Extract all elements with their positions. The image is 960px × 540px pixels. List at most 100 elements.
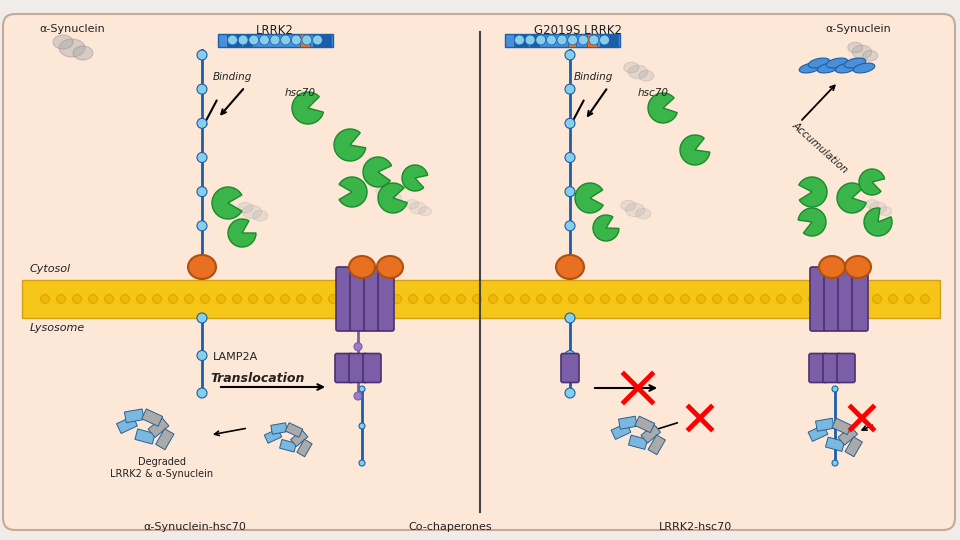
Circle shape [238,35,248,45]
Ellipse shape [844,58,866,68]
Polygon shape [648,435,665,455]
FancyBboxPatch shape [838,267,854,331]
Circle shape [565,255,575,265]
Ellipse shape [389,194,401,203]
Circle shape [565,84,575,94]
FancyBboxPatch shape [378,267,394,331]
Polygon shape [808,425,828,441]
Circle shape [359,460,365,466]
Circle shape [105,294,113,303]
Circle shape [565,221,575,231]
Polygon shape [641,424,660,443]
Ellipse shape [59,39,85,57]
Polygon shape [135,429,156,444]
Text: LAMP2A: LAMP2A [212,352,257,362]
Text: LRRK2: LRRK2 [256,24,294,37]
Circle shape [777,294,785,303]
Polygon shape [618,416,637,429]
Circle shape [489,294,497,303]
Wedge shape [402,165,428,191]
Ellipse shape [53,35,73,49]
Circle shape [197,187,207,197]
FancyBboxPatch shape [561,354,579,382]
Circle shape [825,294,833,303]
Circle shape [565,187,575,197]
Circle shape [376,294,386,303]
Circle shape [153,294,161,303]
Text: α-Synuclein: α-Synuclein [826,24,891,34]
Bar [505,33,619,46]
Circle shape [472,294,482,303]
Circle shape [354,343,362,350]
Circle shape [557,35,567,45]
Circle shape [197,267,207,277]
Text: Co-chaperones: Co-chaperones [408,522,492,532]
Polygon shape [832,418,852,435]
Circle shape [520,294,530,303]
Circle shape [536,35,545,45]
Circle shape [280,35,291,45]
Polygon shape [816,418,834,431]
FancyBboxPatch shape [3,14,955,530]
Ellipse shape [870,202,886,214]
Circle shape [921,294,929,303]
Circle shape [832,423,838,429]
Ellipse shape [624,62,638,73]
Bar [324,33,331,46]
Wedge shape [680,135,709,165]
Circle shape [259,35,270,45]
Ellipse shape [73,46,93,60]
Circle shape [525,35,535,45]
Wedge shape [339,177,367,207]
Ellipse shape [621,200,636,211]
Circle shape [232,294,242,303]
Ellipse shape [799,63,821,73]
Circle shape [601,294,610,303]
Circle shape [197,266,207,276]
Circle shape [793,294,802,303]
Ellipse shape [817,63,839,73]
Circle shape [565,313,575,323]
Circle shape [588,35,599,45]
Circle shape [345,294,353,303]
FancyBboxPatch shape [823,354,841,382]
Polygon shape [148,417,169,437]
Circle shape [291,35,301,45]
Text: Translocation: Translocation [211,372,305,384]
Circle shape [457,294,466,303]
Circle shape [565,388,575,398]
Bar [567,33,576,46]
Wedge shape [837,183,866,213]
Circle shape [197,118,207,129]
Wedge shape [864,208,892,236]
Circle shape [633,294,641,303]
Circle shape [681,294,689,303]
Circle shape [565,50,575,60]
Circle shape [197,152,207,163]
Polygon shape [125,409,144,423]
Circle shape [197,313,207,323]
Circle shape [169,294,178,303]
Polygon shape [826,437,845,451]
Circle shape [270,35,280,45]
FancyBboxPatch shape [336,267,352,331]
Circle shape [57,294,65,303]
Circle shape [354,318,362,326]
Text: α-Synuclein-hsc70: α-Synuclein-hsc70 [144,522,247,532]
Circle shape [121,294,130,303]
Circle shape [568,294,578,303]
Circle shape [904,294,914,303]
FancyBboxPatch shape [809,354,827,382]
FancyBboxPatch shape [363,354,381,382]
Circle shape [537,294,545,303]
Ellipse shape [556,255,584,279]
Circle shape [565,267,575,277]
Ellipse shape [238,202,252,213]
Circle shape [578,35,588,45]
Circle shape [393,294,401,303]
Circle shape [565,265,575,275]
Wedge shape [228,219,256,247]
Circle shape [313,294,322,303]
Circle shape [217,294,226,303]
Circle shape [760,294,770,303]
